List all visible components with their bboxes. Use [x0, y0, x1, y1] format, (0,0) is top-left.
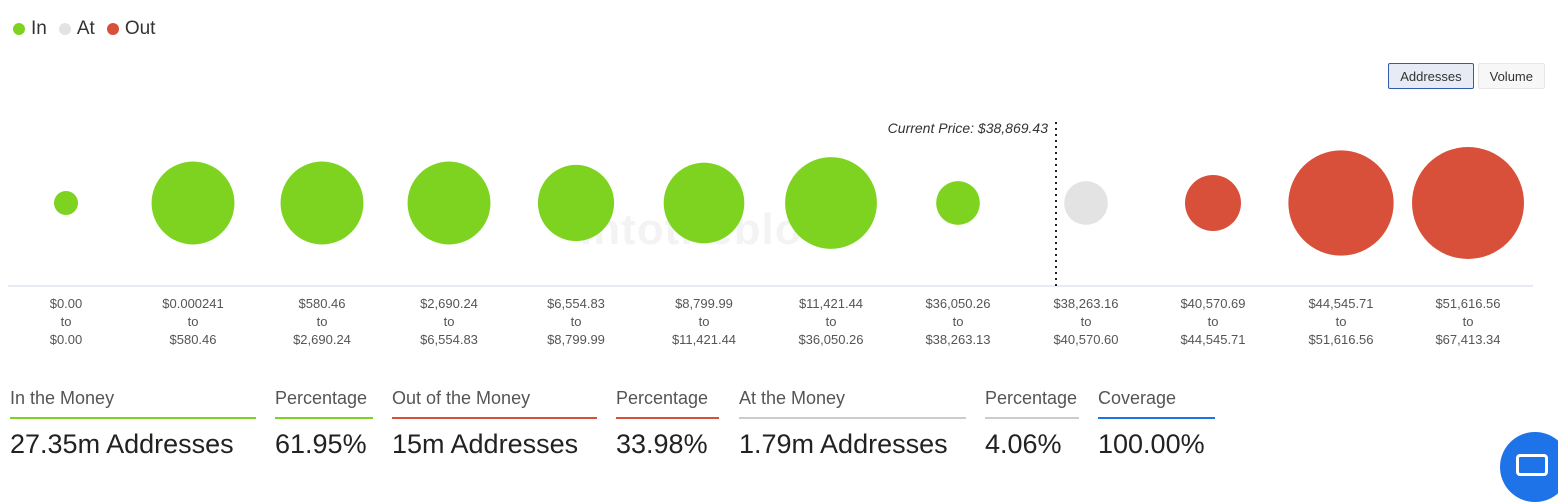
stat-label: Out of the Money: [392, 388, 597, 419]
addresses-button[interactable]: Addresses: [1388, 63, 1474, 89]
stat-label: Percentage: [275, 388, 373, 419]
current-price-label: Current Price: $38,869.43: [888, 120, 1049, 136]
chart-legend: In At Out: [13, 18, 155, 40]
stat-label: Percentage: [616, 388, 719, 419]
stat-label: In the Money: [10, 388, 256, 419]
bubble-in[interactable]: [54, 191, 78, 215]
x-tick-label: $8,799.99 to $11,421.44: [671, 296, 737, 347]
bubble-out[interactable]: [1185, 175, 1241, 231]
x-tick-label: $51,616.56 to $67,413.34: [1435, 296, 1501, 347]
stat-block: Percentage 33.98%: [616, 388, 719, 460]
stat-value: 27.35m Addresses: [10, 429, 234, 459]
stat-value: 100.00%: [1098, 429, 1205, 459]
bubble-out[interactable]: [1288, 150, 1394, 256]
stat-block: Out of the Money 15m Addresses: [392, 388, 597, 460]
legend-item-in[interactable]: In: [13, 18, 47, 40]
stat-value: 33.98%: [616, 429, 708, 459]
legend-in-label: In: [31, 18, 47, 39]
chat-button[interactable]: [1500, 432, 1558, 502]
stat-label: At the Money: [739, 388, 966, 419]
stat-block: Percentage 4.06%: [985, 388, 1079, 460]
bubble-in[interactable]: [280, 161, 364, 245]
stat-value: 1.79m Addresses: [739, 429, 948, 459]
x-tick-label: $36,050.26 to $38,263.13: [925, 296, 991, 347]
chat-icon: [1516, 454, 1548, 476]
stat-value: 61.95%: [275, 429, 367, 459]
legend-at-dot: [58, 23, 71, 35]
legend-out-dot: [106, 23, 119, 35]
x-tick-label: $40,570.69 to $44,545.71: [1180, 296, 1246, 347]
bubble-in[interactable]: [537, 164, 615, 242]
stat-block: Coverage 100.00%: [1098, 388, 1215, 460]
stat-block: In the Money 27.35m Addresses: [10, 388, 256, 460]
legend-out-label: Out: [124, 18, 156, 39]
bubble-out[interactable]: [1412, 147, 1524, 259]
x-tick-label: $580.46 to $2,690.24: [293, 296, 351, 347]
legend-in-dot: [13, 23, 25, 35]
stat-label: Percentage: [985, 388, 1079, 419]
volume-button[interactable]: Volume: [1477, 63, 1545, 89]
legend-at-label: At: [76, 18, 95, 39]
bubble-in[interactable]: [151, 161, 235, 245]
stat-label: Coverage: [1098, 388, 1215, 419]
x-tick-label: $38,263.16 to $40,570.60: [1053, 296, 1119, 347]
bubble-in[interactable]: [663, 162, 745, 244]
stat-block: At the Money 1.79m Addresses: [739, 388, 966, 460]
stat-value: 4.06%: [985, 429, 1062, 459]
bubble-at[interactable]: [1064, 181, 1108, 225]
x-tick-label: $6,554.83 to $8,799.99: [547, 296, 605, 347]
x-tick-label: $0.00 to $0.00: [49, 296, 83, 347]
legend-item-out[interactable]: Out: [106, 18, 156, 40]
stat-block: Percentage 61.95%: [275, 388, 373, 460]
bubble-in[interactable]: [936, 181, 980, 225]
legend-item-at[interactable]: At: [58, 18, 95, 40]
summary-stats: In the Money 27.35m Addresses Percentage 61…: [0, 388, 1558, 467]
x-tick-label: $44,545.71 to $51,616.56: [1308, 296, 1374, 347]
x-tick-label: $2,690.24 to $6,554.83: [420, 296, 478, 347]
bubble-in[interactable]: [785, 157, 877, 249]
stat-value: 15m Addresses: [392, 429, 579, 459]
x-tick-label: $0.000241 to $580.46: [162, 296, 224, 347]
bubble-in[interactable]: [407, 161, 491, 245]
metric-toggle: Addresses Volume: [1388, 63, 1545, 89]
bubble-chart: Current Price: $38,869.43: [8, 120, 1533, 287]
x-tick-label: $11,421.44 to $36,050.26: [798, 296, 864, 347]
